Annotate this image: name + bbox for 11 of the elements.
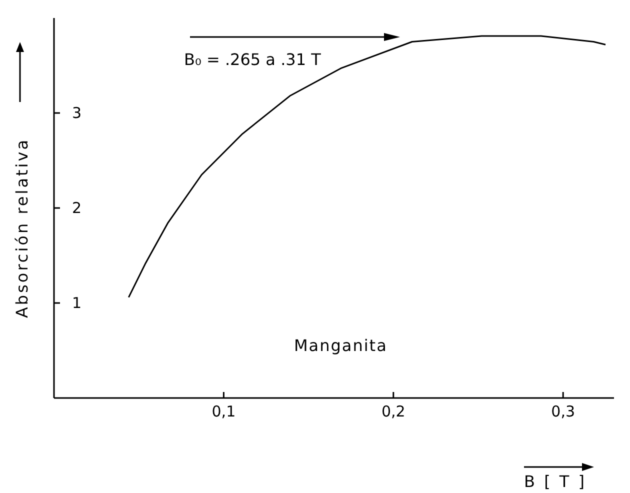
line-series bbox=[128, 35, 606, 298]
y-tick-label: 1 bbox=[72, 294, 82, 312]
y-tick-label: 3 bbox=[72, 104, 82, 122]
x-tick-label: 0,3 bbox=[551, 402, 576, 421]
x-axis-title: B [ T ] bbox=[524, 472, 586, 491]
y-tick-label: 2 bbox=[72, 199, 82, 217]
x-tick-label: 0,1 bbox=[212, 402, 236, 421]
y-axis-title: Absorción relativa bbox=[12, 138, 32, 318]
annotation: B₀ = .265 a .31 T bbox=[184, 50, 321, 69]
x-tick-label: 0,2 bbox=[381, 402, 406, 421]
annotation: Manganita bbox=[294, 336, 388, 355]
